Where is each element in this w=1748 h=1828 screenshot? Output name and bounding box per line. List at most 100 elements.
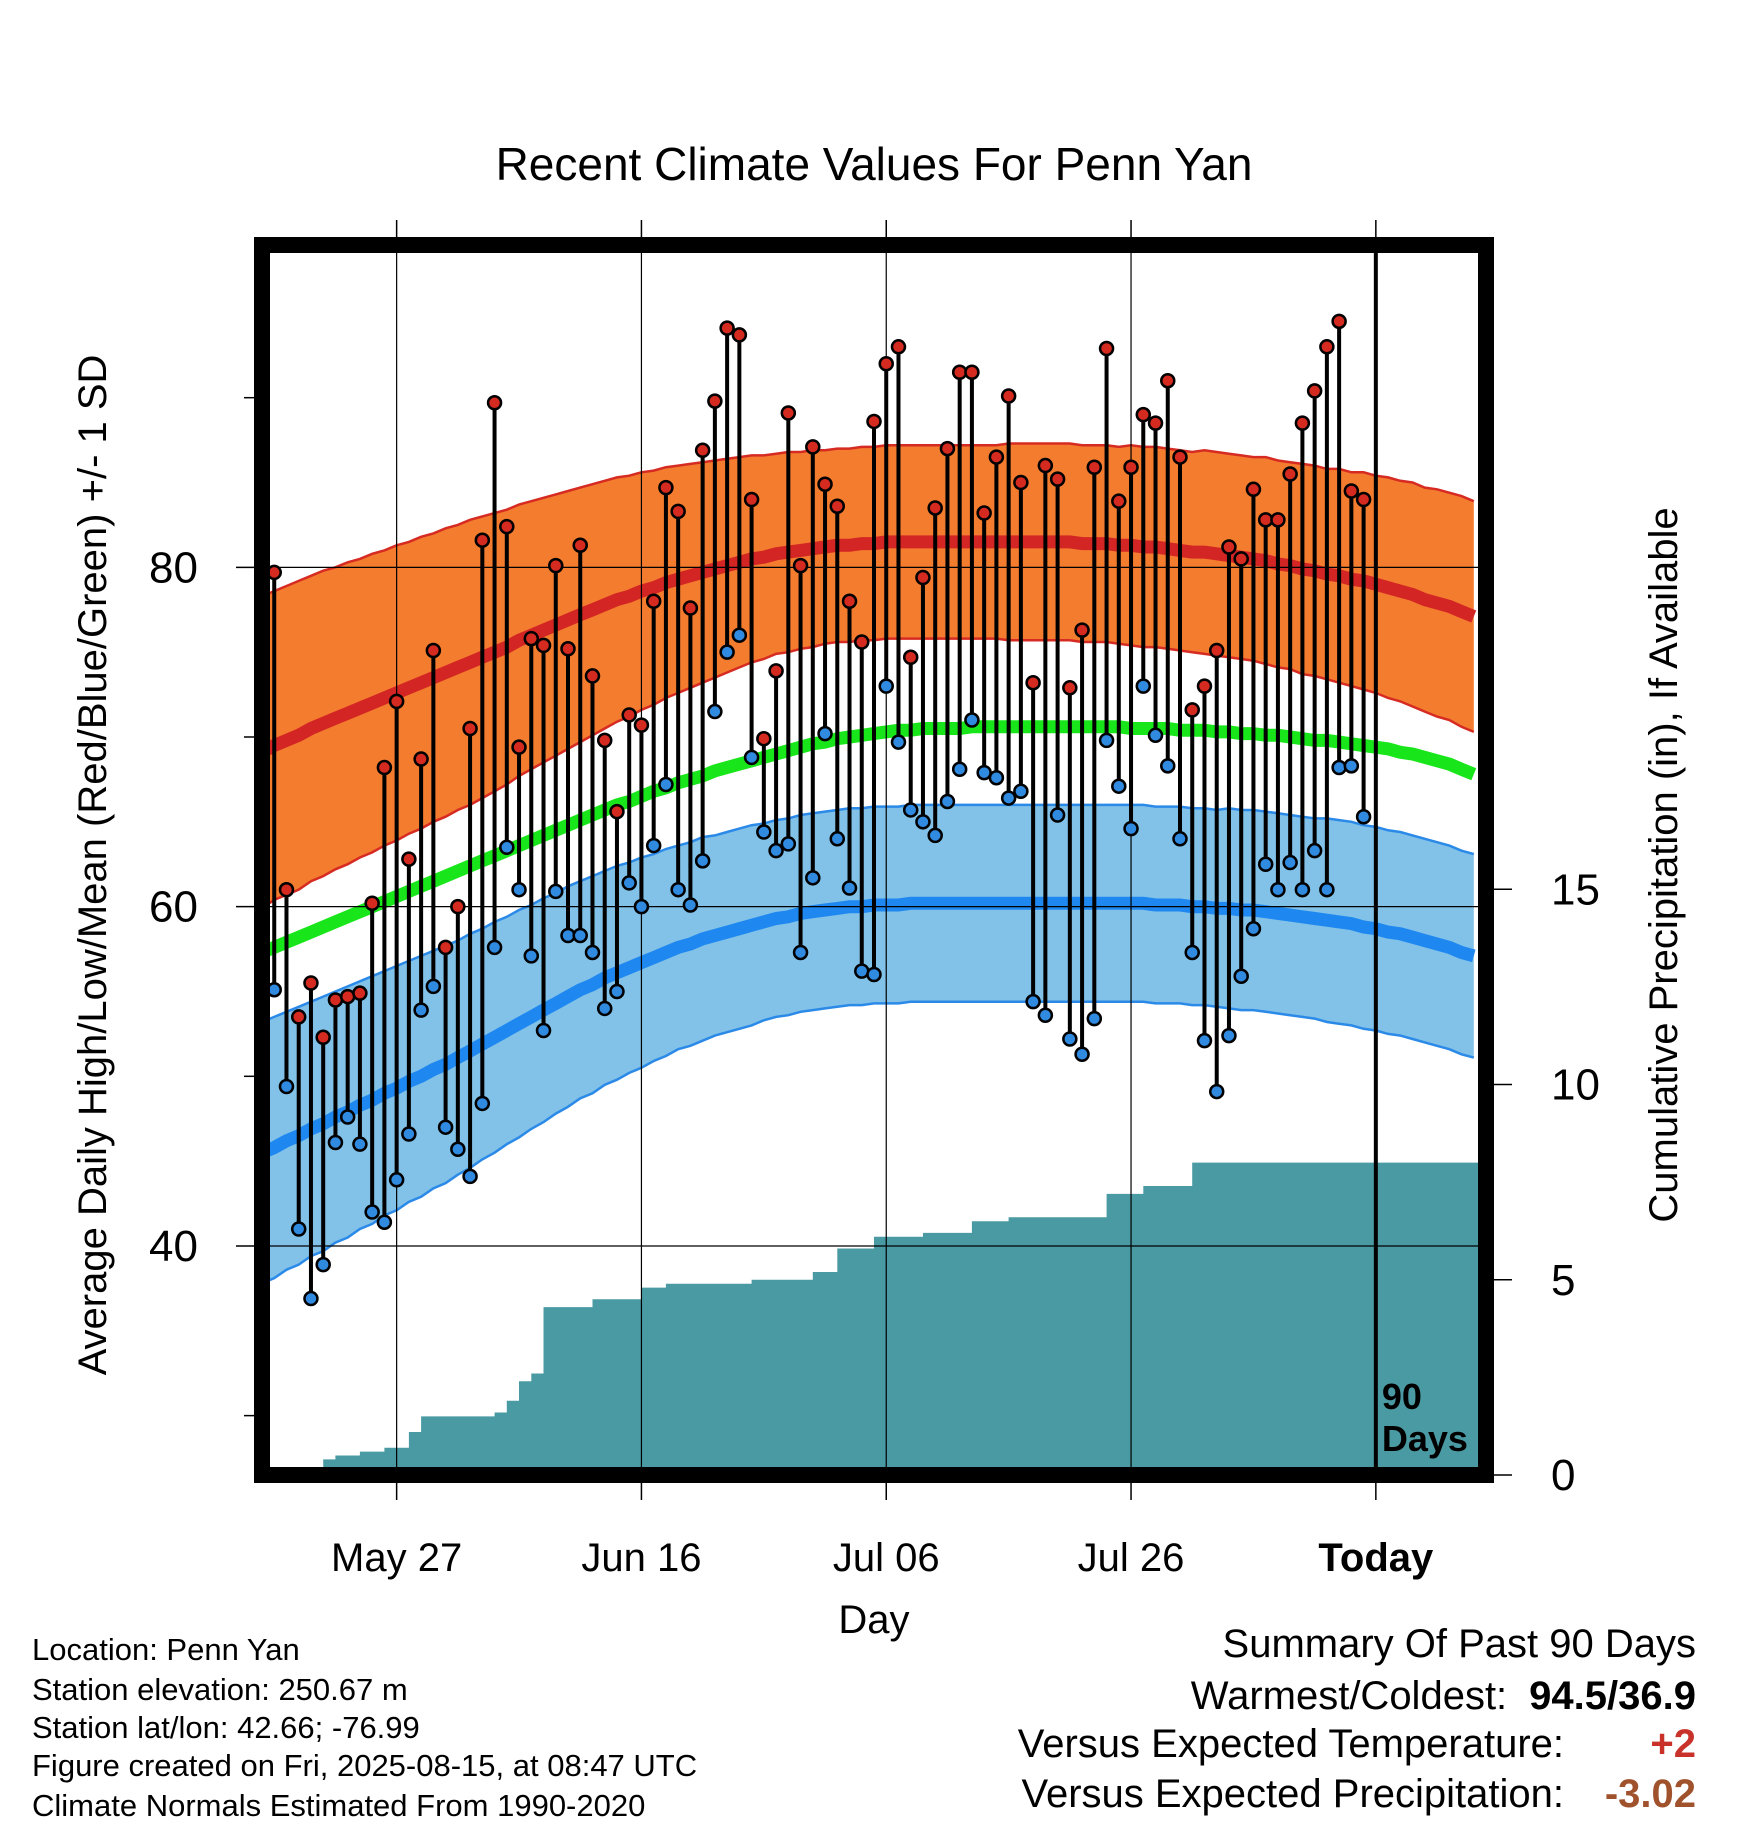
daily-high-point bbox=[854, 634, 870, 650]
daily-high-point bbox=[1135, 406, 1152, 423]
daily-low-point bbox=[1184, 944, 1200, 961]
x-tick-label: Jul 26 bbox=[1078, 1536, 1185, 1580]
daily-high-point bbox=[866, 413, 882, 430]
daily-low-point bbox=[339, 1109, 356, 1125]
daily-low-point bbox=[364, 1204, 380, 1220]
daily-high-point bbox=[707, 393, 723, 409]
today-days-label-word: Days bbox=[1382, 1418, 1468, 1459]
daily-high-point bbox=[413, 751, 429, 767]
daily-high-point bbox=[278, 881, 295, 898]
daily-high-point bbox=[303, 975, 319, 991]
daily-low-point bbox=[1270, 881, 1286, 898]
daily-high-point bbox=[437, 939, 454, 956]
daily-low-point bbox=[1013, 783, 1029, 800]
daily-low-point bbox=[768, 842, 784, 859]
daily-low-point bbox=[450, 1141, 466, 1158]
temp-label: Versus Expected Temperature: bbox=[1017, 1722, 1564, 1766]
daily-low-point bbox=[841, 880, 858, 896]
daily-high-point bbox=[1306, 383, 1323, 399]
daily-low-point bbox=[1294, 881, 1311, 898]
daily-low-point bbox=[511, 881, 527, 898]
y-axis-label: Average Daily High/Low/Mean (Red/Blue/Gr… bbox=[71, 355, 115, 1376]
high-sd-band bbox=[262, 443, 1474, 909]
daily-high-point bbox=[1319, 339, 1335, 355]
daily-high-point bbox=[1355, 491, 1372, 508]
daily-low-point bbox=[1062, 1031, 1078, 1047]
warm-cold-value: 94.5/36.9 bbox=[1529, 1674, 1696, 1718]
daily-low-point bbox=[1147, 727, 1164, 744]
daily-high-point bbox=[315, 1029, 331, 1046]
daily-high-point bbox=[841, 593, 858, 610]
daily-low-point bbox=[1098, 732, 1115, 749]
x-tick-label: May 27 bbox=[331, 1536, 462, 1580]
daily-low-point bbox=[1355, 808, 1372, 825]
daily-low-point bbox=[1331, 759, 1347, 776]
elevation-text: Station elevation: 250.67 m bbox=[32, 1672, 408, 1707]
daily-low-point bbox=[425, 978, 442, 995]
daily-high-point bbox=[743, 491, 760, 508]
daily-low-point bbox=[866, 966, 882, 983]
low-sd-band bbox=[262, 804, 1474, 1284]
normals-text: Climate Normals Estimated From 1990-2020 bbox=[32, 1788, 646, 1823]
y-tick-label: 60 bbox=[149, 883, 198, 932]
daily-high-point bbox=[1111, 493, 1127, 509]
daily-low-point bbox=[462, 1168, 478, 1185]
daily-low-point bbox=[988, 769, 1005, 786]
daily-high-point bbox=[682, 600, 699, 616]
daily-low-point bbox=[1282, 854, 1298, 871]
daily-low-point bbox=[670, 881, 686, 898]
daily-low-point bbox=[817, 725, 833, 742]
daily-low-point bbox=[609, 983, 625, 1000]
temp-value: +2 bbox=[1650, 1722, 1696, 1766]
y2-tick-label: 15 bbox=[1551, 865, 1600, 914]
daily-high-point bbox=[719, 320, 735, 336]
daily-low-point bbox=[1123, 820, 1139, 837]
daily-low-point bbox=[829, 831, 846, 847]
daily-low-point bbox=[780, 836, 797, 852]
daily-high-point bbox=[401, 851, 417, 867]
daily-low-point bbox=[315, 1256, 331, 1273]
plot-frame bbox=[254, 237, 1494, 1483]
daily-high-point bbox=[1221, 539, 1237, 555]
normal-low-line bbox=[262, 896, 1476, 1159]
daily-high-point bbox=[694, 442, 711, 459]
daily-low-point bbox=[1245, 920, 1262, 937]
daily-low-point bbox=[1343, 758, 1360, 774]
daily-low-point bbox=[658, 776, 674, 793]
daily-low-point bbox=[1086, 1010, 1103, 1027]
daily-high-point bbox=[376, 759, 393, 776]
daily-low-point bbox=[1172, 831, 1188, 847]
y-tick-label: 40 bbox=[149, 1222, 198, 1271]
daily-low-point bbox=[474, 1095, 491, 1112]
daily-low-point bbox=[927, 827, 943, 844]
daily-high-point bbox=[352, 985, 368, 1001]
daily-low-point bbox=[964, 712, 980, 728]
daily-low-point bbox=[1025, 993, 1041, 1010]
daily-low-point bbox=[854, 963, 870, 979]
daily-high-point bbox=[621, 707, 637, 723]
daily-low-point bbox=[1319, 881, 1335, 898]
daily-low-point bbox=[548, 883, 564, 900]
daily-high-point bbox=[511, 739, 527, 755]
daily-low-point bbox=[388, 1172, 405, 1188]
daily-high-point bbox=[805, 439, 821, 455]
daily-low-point bbox=[743, 749, 760, 766]
daily-high-point bbox=[878, 356, 894, 372]
daily-low-point bbox=[878, 678, 894, 694]
daily-high-point bbox=[1147, 415, 1164, 431]
daily-high-point bbox=[450, 898, 466, 915]
x-tick-label: Jun 16 bbox=[581, 1536, 701, 1580]
daily-high-point bbox=[1123, 459, 1139, 475]
daily-high-point bbox=[1086, 459, 1103, 475]
daily-low-point bbox=[694, 853, 711, 869]
daily-high-point bbox=[548, 557, 564, 574]
x-tick-label: Today bbox=[1318, 1536, 1434, 1580]
daily-high-point bbox=[902, 649, 919, 666]
daily-high-point bbox=[339, 988, 356, 1005]
daily-high-point bbox=[1343, 483, 1360, 499]
daily-low-point bbox=[413, 1002, 429, 1018]
warm-cold-label: Warmest/Coldest: bbox=[1190, 1674, 1508, 1718]
summary-warm-cold-row: Warmest/Coldest: 94.5/36.9 bbox=[1191, 1674, 1696, 1719]
daily-low-point bbox=[1037, 1007, 1054, 1023]
